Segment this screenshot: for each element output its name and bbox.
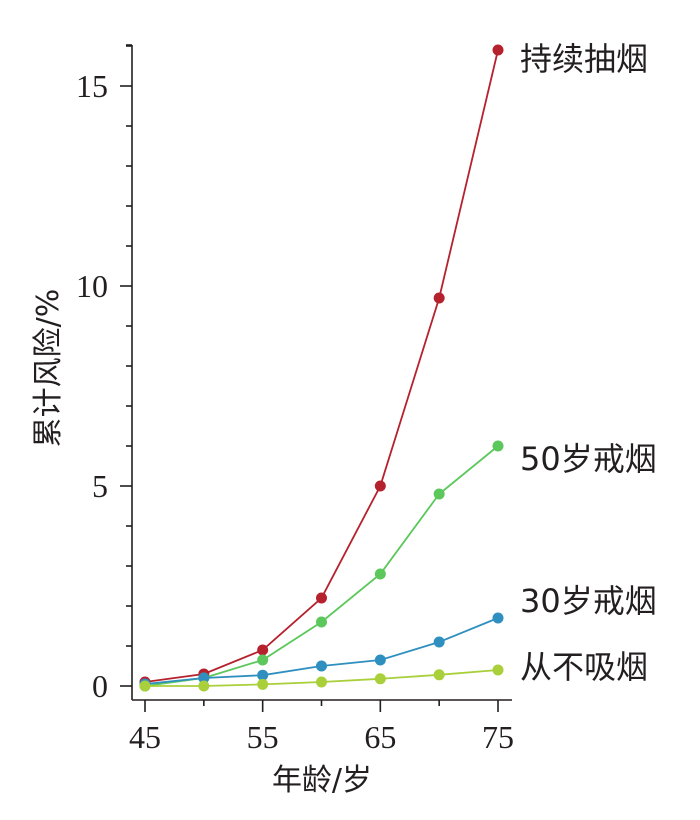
y-ticks: 0 5 10 15 xyxy=(76,44,132,704)
data-point xyxy=(316,676,327,688)
series-layer xyxy=(139,44,504,692)
data-point xyxy=(257,669,269,681)
data-point xyxy=(492,440,504,452)
data-point xyxy=(257,654,269,666)
series-label: 从不吸烟 xyxy=(520,648,648,686)
series-label: 50岁戒烟 xyxy=(520,440,657,478)
data-point xyxy=(374,654,386,666)
data-point xyxy=(316,616,327,628)
series-label: 30岁戒烟 xyxy=(520,582,657,620)
data-point xyxy=(139,680,151,692)
data-point xyxy=(316,592,327,604)
x-axis-title: 年龄/岁 xyxy=(272,763,372,798)
data-point xyxy=(316,660,327,672)
x-tick-label: 65 xyxy=(364,719,396,755)
data-point xyxy=(198,680,210,692)
data-point xyxy=(374,673,386,685)
data-point xyxy=(433,292,445,304)
y-tick-label: 0 xyxy=(92,668,108,704)
x-tick-label: 45 xyxy=(129,719,161,755)
data-point xyxy=(198,672,210,684)
data-point xyxy=(374,568,386,580)
data-point xyxy=(257,678,269,690)
x-tick-label: 55 xyxy=(247,719,279,755)
y-tick-label: 5 xyxy=(92,468,108,504)
y-axis-title: 累计风险/% xyxy=(31,289,66,448)
data-point xyxy=(492,664,504,676)
data-point xyxy=(492,44,504,56)
series-4 xyxy=(139,664,504,692)
x-tick-label: 75 xyxy=(482,719,514,755)
series-line xyxy=(144,445,499,687)
data-point xyxy=(433,669,445,681)
data-point xyxy=(374,480,386,492)
data-point xyxy=(492,612,504,624)
series-2 xyxy=(139,440,504,692)
y-tick-label: 15 xyxy=(76,68,108,104)
x-ticks: 45 55 65 75 xyxy=(129,700,514,755)
y-tick-label: 10 xyxy=(76,268,108,304)
series-label: 持续抽烟 xyxy=(520,40,648,78)
series-1 xyxy=(139,44,504,688)
series-3 xyxy=(139,612,504,690)
data-point xyxy=(257,644,269,656)
series-line xyxy=(144,49,499,683)
data-point xyxy=(433,488,445,500)
data-point xyxy=(433,636,445,648)
